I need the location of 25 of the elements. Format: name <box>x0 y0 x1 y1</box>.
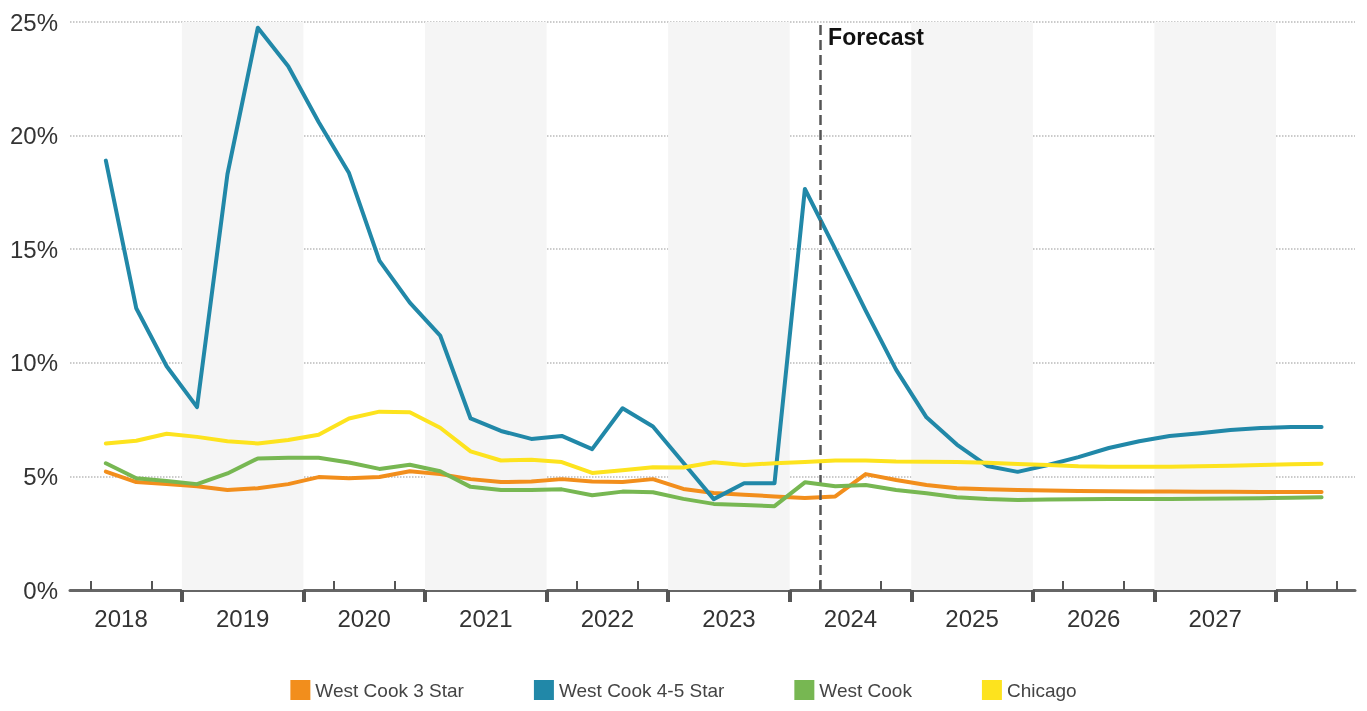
x-tick-label: 2023 <box>702 604 756 632</box>
legend-label: Chicago <box>1006 679 1077 701</box>
legend-label: West Cook <box>819 679 913 701</box>
y-tick-label: 15% <box>9 235 58 263</box>
line-series <box>103 455 1324 509</box>
legend-label: West Cook 3 Star <box>315 679 465 701</box>
line-series <box>103 469 1324 500</box>
x-tick-label: 2021 <box>459 604 513 632</box>
y-tick-label: 10% <box>9 349 58 377</box>
legend-label: West Cook 4-5 Star <box>558 679 726 701</box>
x-tick-label: 2020 <box>337 604 391 632</box>
line-series <box>103 25 1324 502</box>
x-tick-label: 2027 <box>1188 604 1242 632</box>
y-tick-label: 25% <box>9 8 58 36</box>
ref-line-label: Forecast <box>828 24 924 51</box>
line-series <box>103 409 1324 475</box>
y-tick-label: 20% <box>9 122 58 150</box>
x-tick-label: 2024 <box>823 604 878 632</box>
x-tick-label: 2019 <box>215 604 270 632</box>
x-tick-label: 2018 <box>94 604 148 632</box>
y-tick-label: 0% <box>23 576 58 604</box>
x-tick-label: 2026 <box>1066 604 1121 632</box>
x-tick-label: 2022 <box>580 604 635 632</box>
x-tick-label: 2025 <box>945 604 999 632</box>
y-tick-label: 5% <box>23 462 58 490</box>
